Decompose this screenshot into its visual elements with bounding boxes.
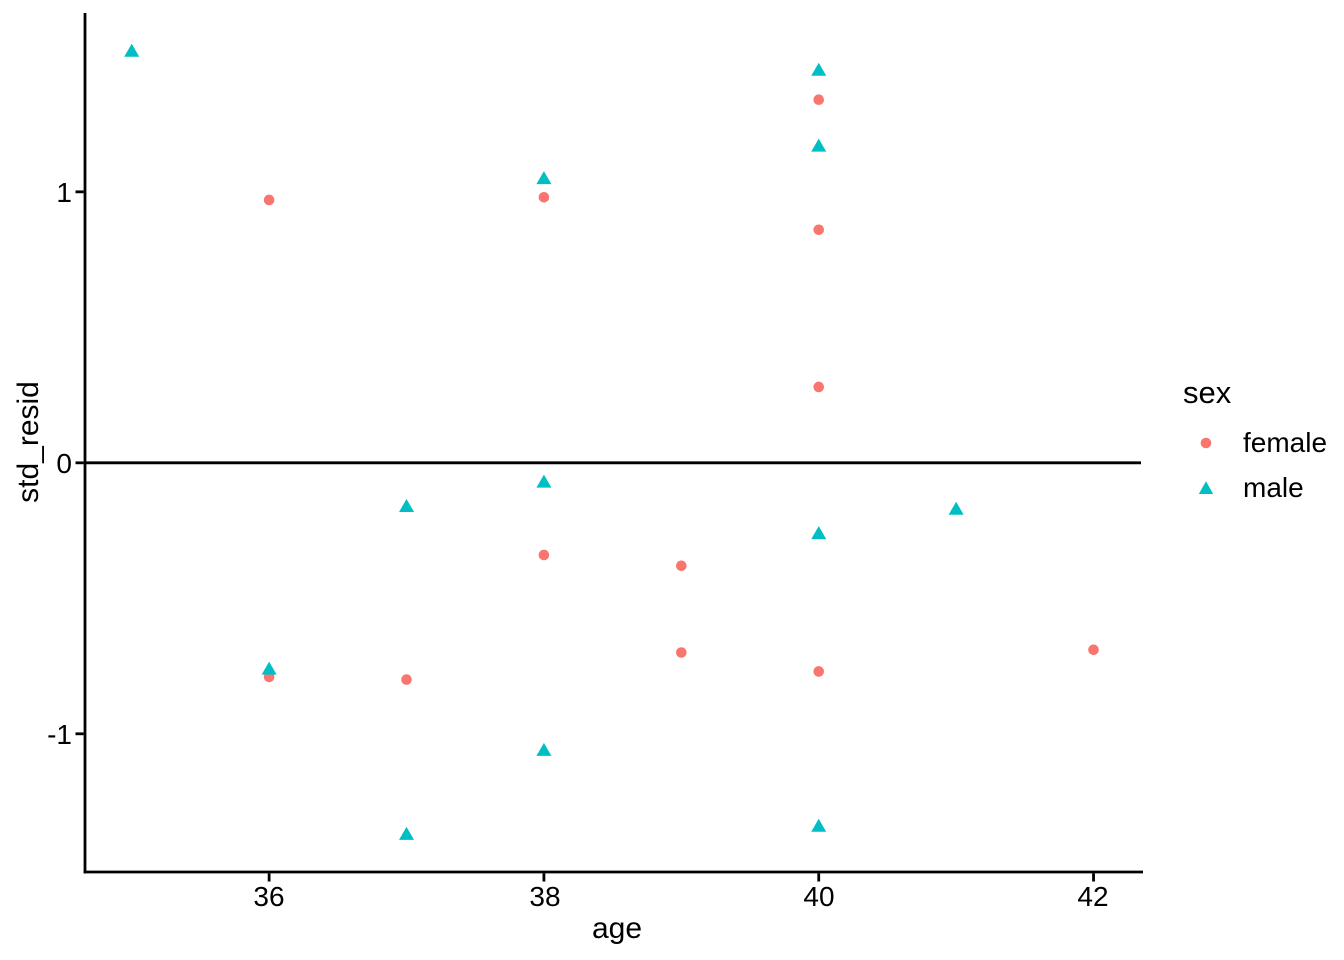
legend-label-female: female bbox=[1243, 427, 1328, 458]
female-data-point bbox=[676, 560, 687, 572]
y-tick-label-minus-1: -1 bbox=[47, 719, 72, 750]
male-data-point bbox=[399, 498, 415, 512]
y-tick-label-1: 1 bbox=[56, 177, 72, 208]
legend-label-male: male bbox=[1243, 472, 1304, 503]
x-tick-label-42: 42 bbox=[1077, 881, 1109, 912]
male-data-point bbox=[399, 826, 415, 840]
male-data-point bbox=[536, 474, 552, 488]
x-tick-label-36: 36 bbox=[253, 881, 285, 912]
female-data-point bbox=[813, 94, 825, 106]
male-data-point bbox=[536, 171, 552, 185]
male-data-point bbox=[811, 526, 827, 540]
female-data-point bbox=[538, 191, 550, 203]
male-data-point bbox=[811, 818, 827, 832]
female-data-point bbox=[676, 647, 687, 658]
female-circle-icon bbox=[1183, 432, 1229, 454]
female-data-point bbox=[813, 666, 825, 677]
x-tick-label-40: 40 bbox=[803, 881, 835, 912]
legend-entry-male: male bbox=[1183, 466, 1304, 510]
male-data-point bbox=[948, 501, 964, 515]
female-data-point bbox=[1088, 644, 1099, 656]
female-data-point bbox=[538, 549, 550, 561]
female-data-point bbox=[263, 194, 275, 206]
male-data-point bbox=[124, 43, 140, 57]
x-axis-title: age bbox=[591, 912, 643, 945]
female-data-point bbox=[401, 674, 412, 685]
x-tick-label-38: 38 bbox=[529, 881, 561, 912]
legend-entry-female: female bbox=[1183, 421, 1327, 465]
male-data-point bbox=[811, 62, 827, 76]
y-axis-title: std_resid bbox=[12, 381, 45, 503]
male-data-point bbox=[536, 742, 552, 756]
legend-title: sex bbox=[1183, 375, 1232, 410]
male-data-point bbox=[811, 138, 827, 152]
male-triangle-icon bbox=[1183, 477, 1229, 499]
female-data-point bbox=[813, 381, 825, 393]
female-data-point bbox=[813, 224, 825, 236]
male-data-point bbox=[261, 661, 277, 675]
y-tick-label-0: 0 bbox=[56, 448, 72, 479]
